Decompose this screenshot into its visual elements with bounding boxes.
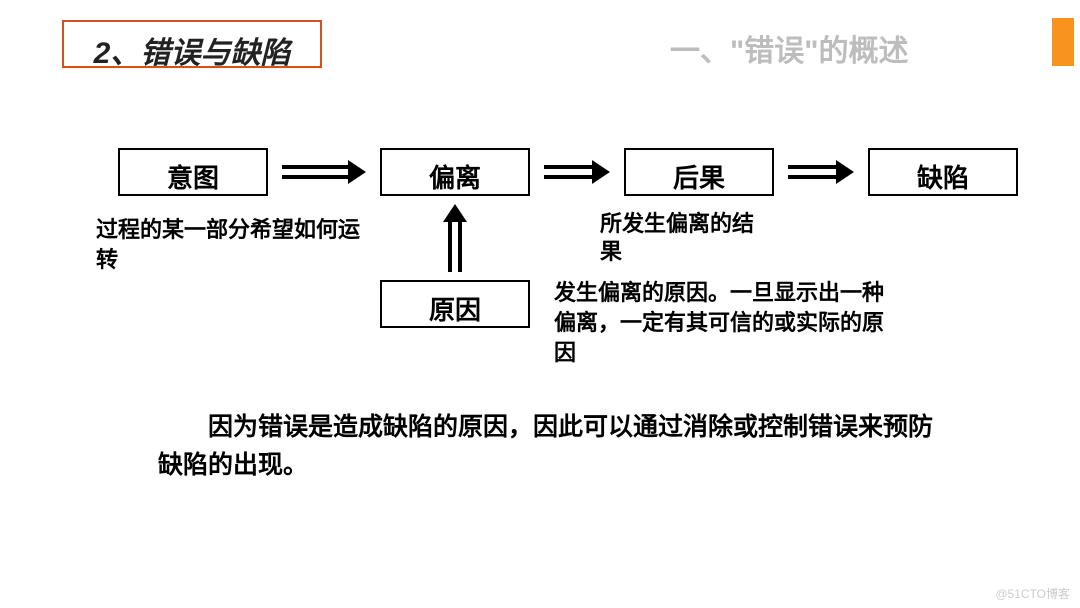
topic-title-box: 2、错误与缺陷 [62,20,322,68]
section-header-text: 一、"错误"的概述 [670,35,908,68]
summary-paragraph: 因为错误是造成缺陷的原因，因此可以通过消除或控制错误来预防缺陷的出现。 [158,408,938,484]
flow-box-result: 后果 [624,148,774,196]
flow-box-deviation: 偏离 [380,148,530,196]
flow-label: 意图 [120,158,266,195]
caption-text: 过程的某一部分希望如何运转 [96,217,360,272]
caption-result: 所发生偏离的结果 [600,210,770,266]
flow-label: 缺陷 [870,158,1016,195]
caption-intent: 过程的某一部分希望如何运转 [96,215,366,275]
arrow-right-icon [544,160,610,184]
flow-label: 后果 [626,158,772,195]
arrow-right-icon [282,160,366,184]
arrow-up-icon [443,204,467,272]
caption-text: 所发生偏离的结果 [600,211,754,264]
flow-label: 原因 [382,290,528,327]
flow-label: 偏离 [382,158,528,195]
summary-text: 因为错误是造成缺陷的原因，因此可以通过消除或控制错误来预防缺陷的出现。 [158,413,933,479]
arrow-right-icon [788,160,854,184]
flow-box-cause: 原因 [380,280,530,328]
slide: 2、错误与缺陷 一、"错误"的概述 意图 偏离 后果 缺陷 原因 过程的某一部分… [0,0,1080,608]
caption-text: 发生偏离的原因。一旦显示出一种偏离，一定有其可信的或实际的原因 [554,280,884,365]
topic-title-text: 2、错误与缺陷 [94,37,291,70]
caption-cause: 发生偏离的原因。一旦显示出一种偏离，一定有其可信的或实际的原因 [554,278,904,368]
flow-box-intent: 意图 [118,148,268,196]
flow-box-defect: 缺陷 [868,148,1018,196]
watermark: @51CTO博客 [995,585,1070,602]
accent-bar [1052,18,1074,66]
section-header: 一、"错误"的概述 [670,26,908,70]
